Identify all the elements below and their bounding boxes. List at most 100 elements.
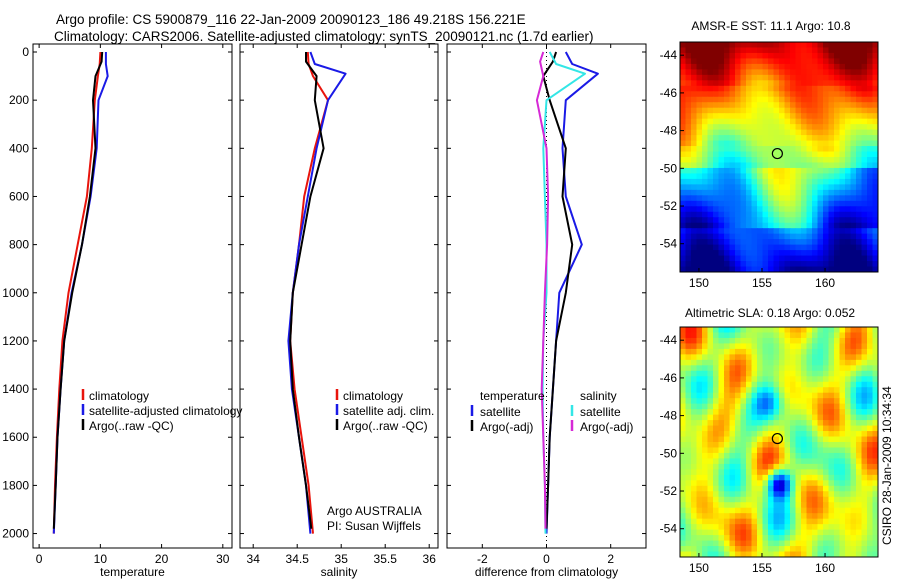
heatmap-cell (729, 222, 736, 229)
heatmap-cell (746, 546, 753, 553)
heatmap-cell (691, 42, 698, 49)
heatmap-cell (746, 535, 753, 542)
heatmap-cell (773, 409, 780, 416)
heatmap-cell (795, 140, 802, 147)
heatmap-cell (845, 387, 852, 394)
heatmap-cell (718, 102, 725, 109)
heatmap-cell (828, 431, 835, 438)
heatmap-cell (707, 69, 714, 76)
heatmap-cell (845, 491, 852, 498)
heatmap-cell (812, 233, 819, 240)
heatmap-cell (757, 206, 764, 213)
heatmap-cell (806, 496, 813, 503)
heatmap-cell (718, 332, 725, 339)
heatmap-cell (724, 474, 731, 481)
heatmap-cell (806, 436, 813, 443)
heatmap-cell (762, 524, 769, 531)
heatmap-cell (685, 228, 692, 235)
heatmap-cell (707, 42, 714, 49)
heatmap-cell (724, 244, 731, 251)
heatmap-cell (707, 228, 714, 235)
heatmap-cell (867, 113, 874, 120)
heatmap-cell (861, 266, 868, 272)
heatmap-cell (691, 518, 698, 525)
heatmap-cell (834, 452, 841, 460)
heatmap-cell (850, 266, 857, 272)
heatmap-cell (724, 480, 731, 487)
heatmap-cell (812, 184, 819, 191)
heatmap-cell (729, 113, 736, 120)
heatmap-cell (850, 135, 857, 142)
heatmap-cell (746, 261, 753, 268)
heatmap-cell (740, 124, 747, 131)
heatmap-cell (680, 255, 687, 262)
heatmap-cell (773, 52, 780, 60)
heatmap-cell (696, 474, 703, 481)
heatmap-cell (740, 442, 747, 449)
heatmap-cell (746, 91, 753, 98)
heatmap-cell (856, 502, 863, 509)
heatmap-cell (691, 113, 698, 120)
heatmap-cell (680, 222, 687, 229)
heatmap-cell (735, 370, 742, 377)
heatmap-cell (696, 496, 703, 503)
heatmap-cell (762, 58, 769, 65)
heatmap-cell (740, 118, 747, 125)
heatmap-cell (696, 42, 703, 49)
heatmap-cell (861, 398, 868, 405)
heatmap-cell (812, 189, 819, 196)
heatmap-cell (845, 69, 852, 76)
heatmap-cell (773, 129, 780, 136)
heatmap-cell (784, 425, 791, 432)
heatmap-cell (735, 228, 742, 235)
heatmap-cell (779, 69, 786, 76)
heatmap-cell (724, 47, 731, 54)
heatmap-cell (773, 392, 780, 399)
heatmap-cell (757, 69, 764, 76)
heatmap-cell (702, 74, 709, 81)
heatmap-cell (817, 96, 824, 103)
heatmap-cell (740, 255, 747, 262)
heatmap-cell (795, 469, 802, 476)
heatmap-cell (795, 113, 802, 120)
heatmap-cell (713, 485, 720, 492)
heatmap-cell (779, 63, 786, 70)
heatmap-cell (801, 425, 808, 432)
heatmap-cell (806, 442, 813, 449)
heatmap-cell (834, 502, 841, 509)
heatmap-cell (724, 189, 731, 196)
heatmap-cell (762, 96, 769, 103)
heatmap-cell (801, 458, 808, 465)
heatmap-cell (790, 540, 797, 547)
heatmap-cell (795, 96, 802, 103)
heatmap-cell (773, 469, 780, 476)
heatmap-cell (773, 118, 780, 125)
heatmap-cell (795, 250, 802, 257)
heatmap-cell (856, 195, 863, 202)
heatmap-cell (713, 524, 720, 531)
heatmap-cell (740, 524, 747, 531)
heatmap-cell (773, 425, 780, 432)
heatmap-cell (724, 173, 731, 180)
heatmap-cell (795, 387, 802, 394)
heatmap-cell (751, 348, 758, 355)
heatmap-cell (740, 266, 747, 272)
heatmap-cell (817, 102, 824, 109)
heatmap-cell (795, 124, 802, 131)
heatmap-cell (762, 200, 769, 207)
heatmap-cell (691, 398, 698, 405)
heatmap-cell (856, 200, 863, 207)
heatmap-cell (707, 332, 714, 339)
heatmap-cell (806, 217, 813, 224)
heatmap-cell (801, 58, 808, 65)
y-tick-label: -44 (660, 48, 678, 62)
heatmap-cell (680, 546, 687, 553)
heatmap-cell (834, 250, 841, 257)
heatmap-cell (751, 151, 758, 158)
heatmap-cell (784, 343, 791, 350)
heatmap-cell (839, 447, 846, 454)
heatmap-cell (784, 414, 791, 421)
heatmap-cell (845, 266, 852, 272)
heatmap-cell (795, 535, 802, 542)
heatmap-cell (784, 442, 791, 449)
